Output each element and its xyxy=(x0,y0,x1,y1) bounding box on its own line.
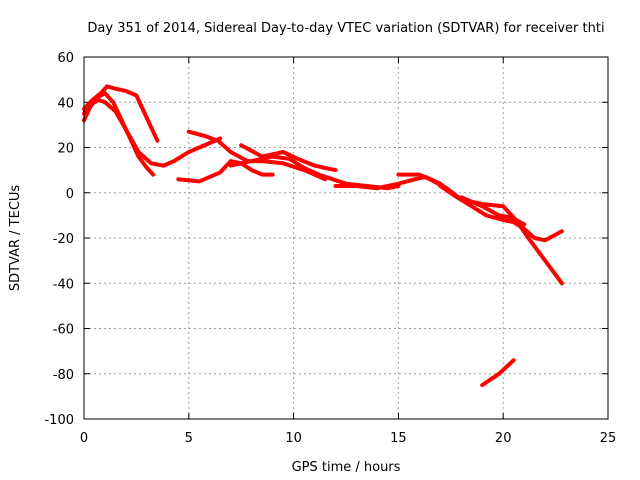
y-tick-label: -60 xyxy=(53,323,74,338)
x-tick-label: 15 xyxy=(390,431,407,446)
series-arc-4 xyxy=(176,159,275,184)
series-arc-11 xyxy=(459,195,527,227)
series-arc-9 xyxy=(396,172,564,286)
y-tick-label: 60 xyxy=(57,51,74,66)
axis-ticks: 0 5 10 15 20 25 -100 -80 -60 -40 -20 0 20 40 60 xyxy=(44,51,616,446)
y-tick-label: 0 xyxy=(66,187,74,202)
x-tick-label: 20 xyxy=(495,431,512,446)
x-tick-label: 10 xyxy=(285,431,302,446)
series-arc-12 xyxy=(480,358,516,388)
chart-title: Day 351 of 2014, Sidereal Day-to-day VTE… xyxy=(87,21,604,36)
y-tick-label: -20 xyxy=(53,232,74,247)
grid-lines xyxy=(84,57,608,419)
series-arc-2 xyxy=(82,84,160,143)
y-tick-label: -80 xyxy=(53,368,74,383)
y-tick-label: 20 xyxy=(57,142,74,157)
series-layer xyxy=(82,84,564,388)
x-tick-label: 0 xyxy=(80,431,88,446)
x-tick-label: 5 xyxy=(185,431,193,446)
x-tick-label: 25 xyxy=(600,431,617,446)
y-tick-label: -40 xyxy=(53,277,74,292)
series-arc-3 xyxy=(82,98,223,168)
y-axis-label: SDTVAR / TECUs xyxy=(8,185,23,292)
series-arc-10 xyxy=(438,184,564,243)
series-arc-6 xyxy=(239,143,338,173)
y-tick-label: -100 xyxy=(44,413,74,428)
x-axis-label: GPS time / hours xyxy=(292,460,401,475)
y-tick-label: 40 xyxy=(57,96,74,111)
plot-area-frame xyxy=(83,56,609,420)
